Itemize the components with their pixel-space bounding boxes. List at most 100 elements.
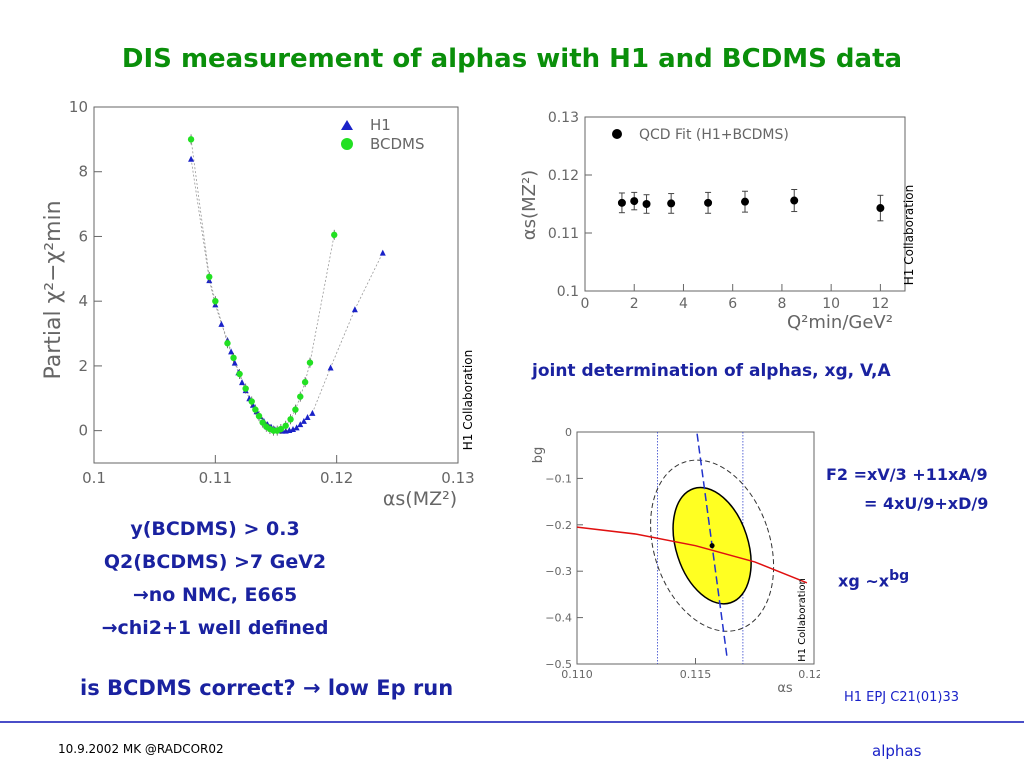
- alphas-q2-ytick-label: 0.12: [548, 168, 579, 184]
- bcdms-fit-curve: [190, 139, 335, 431]
- formula-f2: F2 =xV/3 +11xA/9: [826, 465, 988, 484]
- bg-alphas-ticks: 0.110 0.115 0.120 0 −0.1 −0.2 −0.3 −0.4 −0.5: [545, 426, 820, 681]
- alphas-q2-ytick-label: 0.1: [557, 284, 579, 300]
- footer-divider: [0, 721, 1024, 723]
- qcd-fit-point: [704, 198, 713, 207]
- alphas-q2-collab-label: H1 Collaboration: [902, 185, 916, 285]
- qcd-fit-point: [630, 197, 639, 206]
- constraint-curve: [576, 526, 808, 584]
- bg-alphas-ytick-label: 0: [565, 426, 572, 439]
- bg-alphas-contours: [576, 432, 808, 664]
- formula-xg-base: xg ~x: [838, 571, 890, 591]
- alphas-q2-xtick-label: 10: [822, 296, 840, 312]
- h1-point: [188, 155, 195, 162]
- chi2-points: [187, 134, 386, 436]
- bcdms-point: [206, 273, 213, 281]
- bg-alphas-collab-label: H1 Collaboration: [797, 578, 808, 662]
- qcd-fit-point: [790, 196, 799, 205]
- bcdms-point: [282, 422, 289, 429]
- legend-qcd-fit-marker: [612, 129, 622, 139]
- joint-subtitle: joint determination of alphas, xg, V,A: [532, 361, 891, 381]
- chi2-frame: [93, 106, 459, 464]
- alphas-q2-xtick-label: 6: [728, 296, 737, 312]
- alphas-q2-ticks: 0 2 4 6 8 10 12 0.1 0.11 0.12 0.13: [548, 110, 889, 312]
- bcdms-point: [224, 340, 231, 347]
- legend-bcdms-label: BCDMS: [370, 135, 425, 153]
- chi2-ytick-label: 10: [69, 98, 88, 116]
- bcdms-point: [242, 385, 249, 392]
- bcdms-point: [277, 425, 285, 433]
- bcdms-point: [212, 297, 219, 305]
- bg-alphas-ytick-label: −0.3: [545, 565, 572, 578]
- chi2-ytick-label: 4: [78, 292, 88, 310]
- note-q2cut: Q2(BCDMS) >7 GeV2: [103, 551, 327, 573]
- legend-h1-label: H1: [370, 116, 391, 134]
- bcdms-point: [187, 136, 195, 143]
- chi2-xtick-label: 0.12: [320, 469, 353, 487]
- bcdms-point: [259, 419, 266, 426]
- bcdms-point: [230, 354, 237, 362]
- alphas-q2-ytick-label: 0.11: [548, 226, 579, 242]
- reference: H1 EPJ C21(01)33: [844, 690, 960, 705]
- chi2-ytick-label: 0: [78, 422, 88, 440]
- bcdms-point: [287, 416, 294, 423]
- chi2-ytick-label: 2: [78, 357, 88, 375]
- alphas-q2-ylabel: αs(MZ²): [519, 170, 540, 240]
- bg-alphas-ytick-label: −0.4: [545, 612, 572, 625]
- h1-point: [293, 424, 300, 431]
- footer-right: alphas: [872, 742, 922, 760]
- bcdms-point: [301, 378, 309, 386]
- bcdms-question: is BCDMS correct? → low Ep run: [80, 676, 454, 700]
- legend-bcdms-marker: [341, 138, 353, 150]
- chi2-fit-curves: [190, 139, 384, 431]
- h1-point: [304, 414, 311, 421]
- bg-alphas-ytick-label: −0.5: [545, 658, 572, 671]
- h1-point: [351, 306, 358, 313]
- note-chi2: →chi2+1 well defined: [101, 617, 329, 639]
- alphas-q2-ytick-label: 0.13: [548, 110, 579, 126]
- bg-alphas-ytick-label: −0.1: [545, 472, 572, 485]
- bcdms-point: [306, 359, 314, 366]
- bcdms-point: [297, 393, 304, 400]
- outer-contour: [650, 459, 775, 632]
- chi2-xtick-label: 0.1: [82, 469, 106, 487]
- h1-point: [231, 359, 238, 366]
- bg-alphas-ylabel: bg: [531, 447, 546, 464]
- qcd-fit-point: [642, 200, 651, 208]
- h1-point: [289, 426, 296, 433]
- h1-point: [218, 320, 225, 327]
- alphas-q2-xtick-label: 2: [630, 296, 639, 312]
- h1-point: [309, 409, 316, 416]
- bcdms-point: [255, 412, 263, 420]
- alphas-q2-xtick-label: 8: [777, 296, 786, 312]
- selection-notes: y(BCDMS) > 0.3 Q2(BCDMS) >7 GeV2 →no NMC…: [60, 513, 370, 645]
- qcd-fit-point: [617, 198, 626, 207]
- h1-point: [300, 417, 307, 424]
- alphas-q2-points: [617, 189, 885, 222]
- qcd-fit-point: [741, 197, 749, 206]
- note-no-nmc: →no NMC, E665: [132, 584, 298, 606]
- alphas-q2-xtick-label: 0: [581, 296, 590, 312]
- qcd-fit-point: [876, 204, 885, 213]
- footer-left: 10.9.2002 MK @RADCOR02: [58, 742, 224, 756]
- alphas-q2-xtick-label: 4: [679, 296, 688, 312]
- alphas-q2-frame: [584, 116, 906, 292]
- bg-alphas-xtick-label: 0.115: [680, 668, 712, 681]
- bg-alphas-ytick-label: −0.2: [545, 519, 572, 532]
- chi2-xtick-label: 0.11: [199, 469, 232, 487]
- chi2-ytick-label: 6: [78, 227, 88, 245]
- note-ycut: y(BCDMS) > 0.3: [130, 518, 300, 540]
- chi2-xtick-label: 0.13: [441, 469, 474, 487]
- best-fit-point: [709, 543, 715, 549]
- bg-alphas-xtick-label: 0.110: [561, 668, 593, 681]
- bcdms-point: [292, 406, 299, 413]
- qcd-fit-point: [667, 199, 676, 208]
- h1-point: [228, 348, 235, 355]
- h1-point: [297, 421, 304, 428]
- bcdms-point: [331, 231, 338, 239]
- h1-point: [327, 364, 334, 371]
- bcdms-point: [248, 398, 255, 405]
- formula-xg-exp: bg: [889, 568, 910, 584]
- formula-xg: xg ~xbg: [838, 568, 909, 590]
